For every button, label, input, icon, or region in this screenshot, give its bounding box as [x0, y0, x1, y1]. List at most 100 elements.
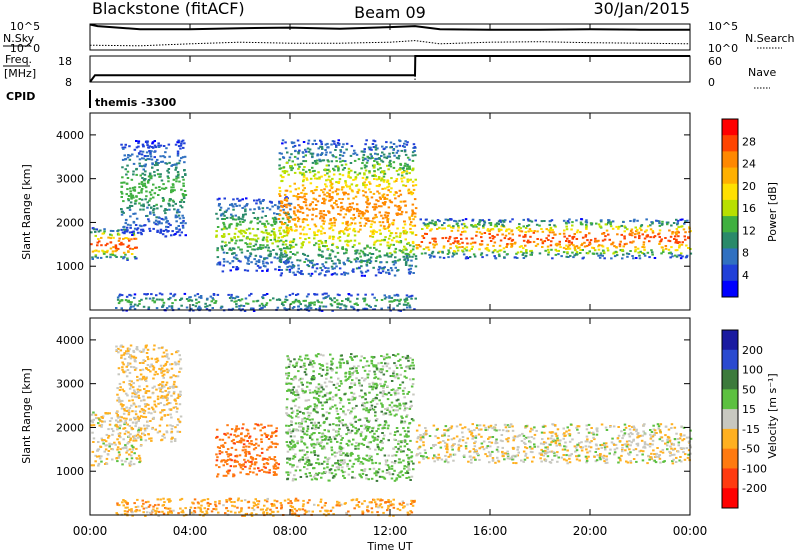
heatmap-cell — [357, 188, 360, 191]
heatmap-cell — [333, 142, 336, 145]
heatmap-cell — [276, 240, 280, 243]
heatmap-cell — [382, 153, 386, 156]
heatmap-cell — [451, 255, 454, 258]
heatmap-cell — [282, 208, 285, 211]
heatmap-cell — [301, 211, 305, 214]
heatmap-cell — [325, 179, 328, 182]
heatmap-cell — [339, 380, 343, 383]
heatmap-cell — [584, 234, 588, 237]
heatmap-cell — [530, 249, 533, 252]
heatmap-cell — [369, 182, 372, 185]
heatmap-cell — [348, 227, 351, 230]
heatmap-cell — [379, 255, 382, 258]
heatmap-cell — [410, 297, 413, 300]
heatmap-cell — [410, 221, 413, 224]
heatmap-cell — [377, 177, 381, 180]
heatmap-cell — [229, 216, 233, 219]
heatmap-cell — [399, 163, 403, 166]
heatmap-cell — [402, 184, 405, 187]
heatmap-cell — [289, 415, 292, 418]
heatmap-cell — [341, 146, 344, 148]
heatmap-cell — [594, 240, 597, 242]
heatmap-cell — [281, 255, 284, 258]
heatmap-cell — [634, 250, 637, 253]
heatmap-cell — [161, 383, 164, 386]
heatmap-cell — [285, 161, 289, 164]
heatmap-cell — [366, 419, 369, 422]
heatmap-cell — [383, 179, 386, 182]
heatmap-cell — [296, 251, 299, 254]
heatmap-cell — [298, 423, 302, 426]
heatmap-cell — [310, 190, 313, 193]
heatmap-cell — [279, 220, 282, 223]
heatmap-cell — [337, 417, 340, 420]
heatmap-cell — [307, 139, 311, 142]
heatmap-cell — [365, 307, 369, 310]
heatmap-cell — [594, 237, 597, 240]
heatmap-cell — [182, 219, 185, 222]
heatmap-cell — [398, 300, 401, 303]
heatmap-cell — [264, 265, 267, 268]
heatmap-cell — [335, 451, 339, 454]
heatmap-cell — [522, 225, 525, 228]
heatmap-cell — [411, 255, 414, 258]
heatmap-cell — [410, 214, 414, 217]
heatmap-cell — [244, 232, 247, 234]
heatmap-cell — [280, 221, 283, 224]
heatmap-cell — [394, 266, 397, 269]
heatmap-cell — [688, 226, 691, 229]
heatmap-cell — [509, 220, 512, 223]
heatmap-cell — [405, 256, 408, 259]
heatmap-cell — [176, 430, 179, 433]
heatmap-cell — [368, 171, 371, 174]
heatmap-cell — [125, 410, 129, 412]
heatmap-cell — [97, 238, 100, 240]
heatmap-cell — [350, 189, 354, 192]
heatmap-cell — [329, 406, 332, 409]
heatmap-cell — [493, 255, 496, 258]
heatmap-cell — [320, 364, 323, 367]
heatmap-cell — [640, 224, 644, 227]
heatmap-cell — [181, 214, 184, 217]
heatmap-cell — [475, 225, 478, 228]
heatmap-cell — [361, 156, 365, 159]
heatmap-cell — [409, 231, 412, 234]
heatmap-cell — [131, 392, 134, 395]
heatmap-cell — [291, 378, 295, 381]
heatmap-cell — [206, 297, 209, 300]
heatmap-cell — [270, 230, 274, 233]
heatmap-cell — [397, 377, 400, 380]
heatmap-cell — [236, 197, 239, 200]
heatmap-cell — [310, 301, 313, 304]
heatmap-cell — [170, 353, 174, 356]
heatmap-cell — [149, 151, 152, 154]
heatmap-cell — [99, 445, 102, 448]
heatmap-cell — [324, 153, 328, 156]
heatmap-cell — [237, 218, 240, 221]
heatmap-cell — [343, 252, 346, 255]
heatmap-cell — [181, 156, 185, 159]
heatmap-cell — [137, 430, 140, 432]
heatmap-cell — [298, 196, 302, 199]
heatmap-cell — [149, 212, 152, 215]
heatmap-cell — [436, 219, 440, 222]
heatmap-cell — [462, 253, 466, 256]
heatmap-cell — [333, 297, 336, 300]
heatmap-cell — [282, 304, 285, 307]
heatmap-cell — [235, 239, 238, 242]
heatmap-cell — [329, 303, 333, 306]
heatmap-cell — [375, 402, 379, 405]
heatmap-cell — [363, 298, 367, 301]
heatmap-cell — [147, 218, 150, 221]
heatmap-cell — [161, 305, 164, 308]
heatmap-cell — [125, 295, 129, 298]
heatmap-cell — [167, 177, 170, 180]
heatmap-cell — [380, 214, 383, 217]
heatmap-cell — [116, 460, 119, 463]
heatmap-cell — [303, 195, 306, 198]
heatmap-cell — [307, 265, 311, 268]
heatmap-cell — [339, 149, 342, 152]
heatmap-cell — [230, 213, 233, 216]
heatmap-cell — [408, 255, 411, 258]
heatmap-cell — [256, 216, 260, 219]
